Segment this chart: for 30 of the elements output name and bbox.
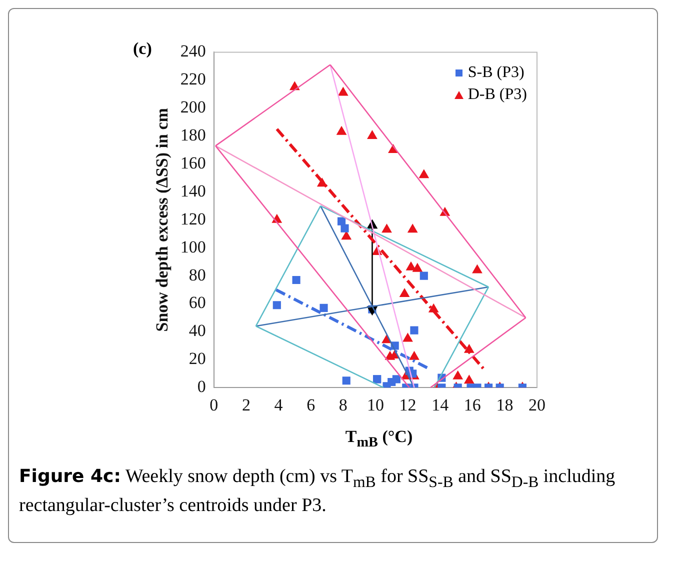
x-tick-label: 10 <box>366 395 384 414</box>
y-tick-label: 60 <box>188 293 206 312</box>
chart-title: (c) <box>133 39 152 59</box>
y-tick-label: 140 <box>180 181 206 200</box>
y-tick-label: 220 <box>180 70 206 89</box>
x-tick-label: 4 <box>274 395 284 414</box>
y-tick-label: 20 <box>188 349 206 368</box>
x-tick-label: 2 <box>242 395 250 414</box>
x-tick-label: 8 <box>338 395 348 414</box>
y-tick-label: 0 <box>197 377 206 396</box>
x-tick-label: 16 <box>464 395 481 414</box>
x-tick-label: 14 <box>432 395 450 414</box>
x-tick-label: 6 <box>306 395 316 414</box>
y-tick-label: 120 <box>180 209 206 228</box>
text: Figure 4c: Weekly snow depth (cm) vs T$_{mB}$ for SS$_{S-B}$ and SS$_{D-B}$ including rectangular-cluster’s centroids under P3. <box>19 466 616 516</box>
legend-label: S-B (P3) <box>468 64 524 82</box>
legend-label: D-B (P3) <box>468 86 527 104</box>
y-tick-label: 160 <box>180 153 206 172</box>
x-tick-label: 12 <box>399 395 416 414</box>
y-tick-label: 200 <box>180 98 206 117</box>
y-tick-label: 240 <box>180 42 206 61</box>
y-axis-title: Snow depth excess (ΔSS) in cm <box>152 108 172 332</box>
y-tick-label: 100 <box>180 237 206 256</box>
y-tick-label: 180 <box>180 126 206 145</box>
x-tick-label: 20 <box>528 395 546 414</box>
x-axis-title: T$_{mB}$ (°C) <box>344 427 414 452</box>
y-tick-label: 40 <box>188 321 206 340</box>
y-tick-label: 80 <box>188 265 206 284</box>
x-tick-label: 18 <box>496 395 514 414</box>
x-tick-label: 0 <box>210 395 218 414</box>
